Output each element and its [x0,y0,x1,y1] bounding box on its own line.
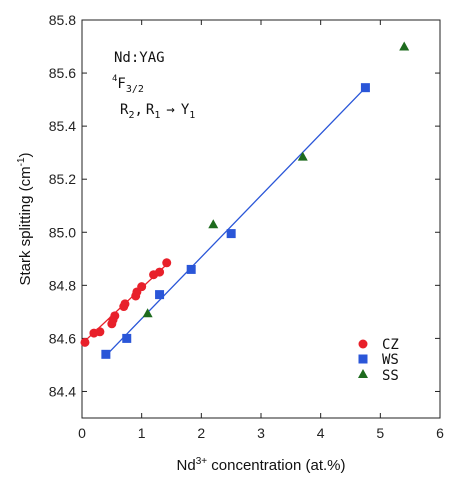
data-point-ss [297,151,308,161]
y-axis-title-rest: ) [17,152,34,157]
legend-marker-ss [358,369,368,378]
annotation-transition: R2, R1 → Y1 [120,102,195,121]
data-point-ws [226,229,236,239]
annotation-level-sub: 3/2 [126,84,144,95]
data-point-ss [399,41,410,51]
data-point-cz [155,267,165,277]
data-point-ws [155,290,165,300]
annotation-arrow: → [166,102,174,118]
legend-marker-ws [358,354,368,364]
x-tick-label: 5 [376,425,384,441]
data-point-ws [122,333,132,343]
annotation-r: R [120,102,129,118]
y-tick-label: 85.4 [49,118,76,134]
annotation-level-sup: 4 [112,74,117,84]
y-axis-title-main: Stark splitting (cm [17,166,34,285]
data-marks [80,41,410,359]
data-point-cz [162,258,172,268]
data-point-cz [80,337,90,347]
x-axis-title: Nd3+ concentration (at.%) [177,456,346,474]
y-tick-label: 85.8 [49,12,76,28]
x-tick-label: 3 [257,425,265,441]
x-axis-title-rest: concentration (at.%) [207,457,345,474]
data-point-ss [208,219,219,229]
x-tick-label: 0 [78,425,86,441]
data-point-ws [360,83,370,93]
annotation-r-sub2: 2 [128,110,134,121]
annotation-target: Y [181,102,190,118]
x-axis-title-sup: 3+ [196,456,208,467]
annotation-r2: R [146,102,155,118]
legend-marker-cz [358,339,368,349]
annotation-target-sub: 1 [189,110,195,121]
data-point-cz [95,327,105,337]
ticks: 0 1 2 3 4 5 6 84.4 84.6 84.8 85.0 85.2 85.4 85.6 85.8 [49,12,444,441]
x-tick-label: 4 [317,425,325,441]
annotation-material: Nd:YAG [114,50,165,66]
data-point-ss [142,308,153,318]
y-tick-label: 85.6 [49,65,76,81]
y-tick-label: 84.4 [49,383,76,399]
x-tick-label: 2 [197,425,205,441]
annotation-r-sub1: 1 [154,110,160,121]
x-tick-label: 6 [436,425,444,441]
legend-label-ws: WS [382,352,399,368]
y-tick-label: 85.0 [49,224,76,240]
x-axis-title-main: Nd [177,457,196,474]
annotation-level-base: F [117,76,125,92]
annotation-comma: , [134,102,142,118]
annotation-level: 4F3/2 [112,74,144,95]
fit-lines [81,87,366,357]
data-point-cz [137,282,147,292]
legend-label-ss: SS [382,368,399,384]
y-tick-label: 84.8 [49,277,76,293]
data-point-ws [101,349,111,359]
data-point-ws [186,264,196,274]
legend-label-cz: CZ [382,337,399,353]
y-tick-label: 85.2 [49,171,76,187]
x-tick-label: 1 [138,425,146,441]
legend: CZ WS SS [358,337,399,384]
y-tick-label: 84.6 [49,330,76,346]
data-point-cz [110,311,120,321]
y-axis-title-sup: -1 [16,157,27,166]
data-point-cz [120,299,130,309]
y-axis-title: Stark splitting (cm-1) [16,152,34,285]
